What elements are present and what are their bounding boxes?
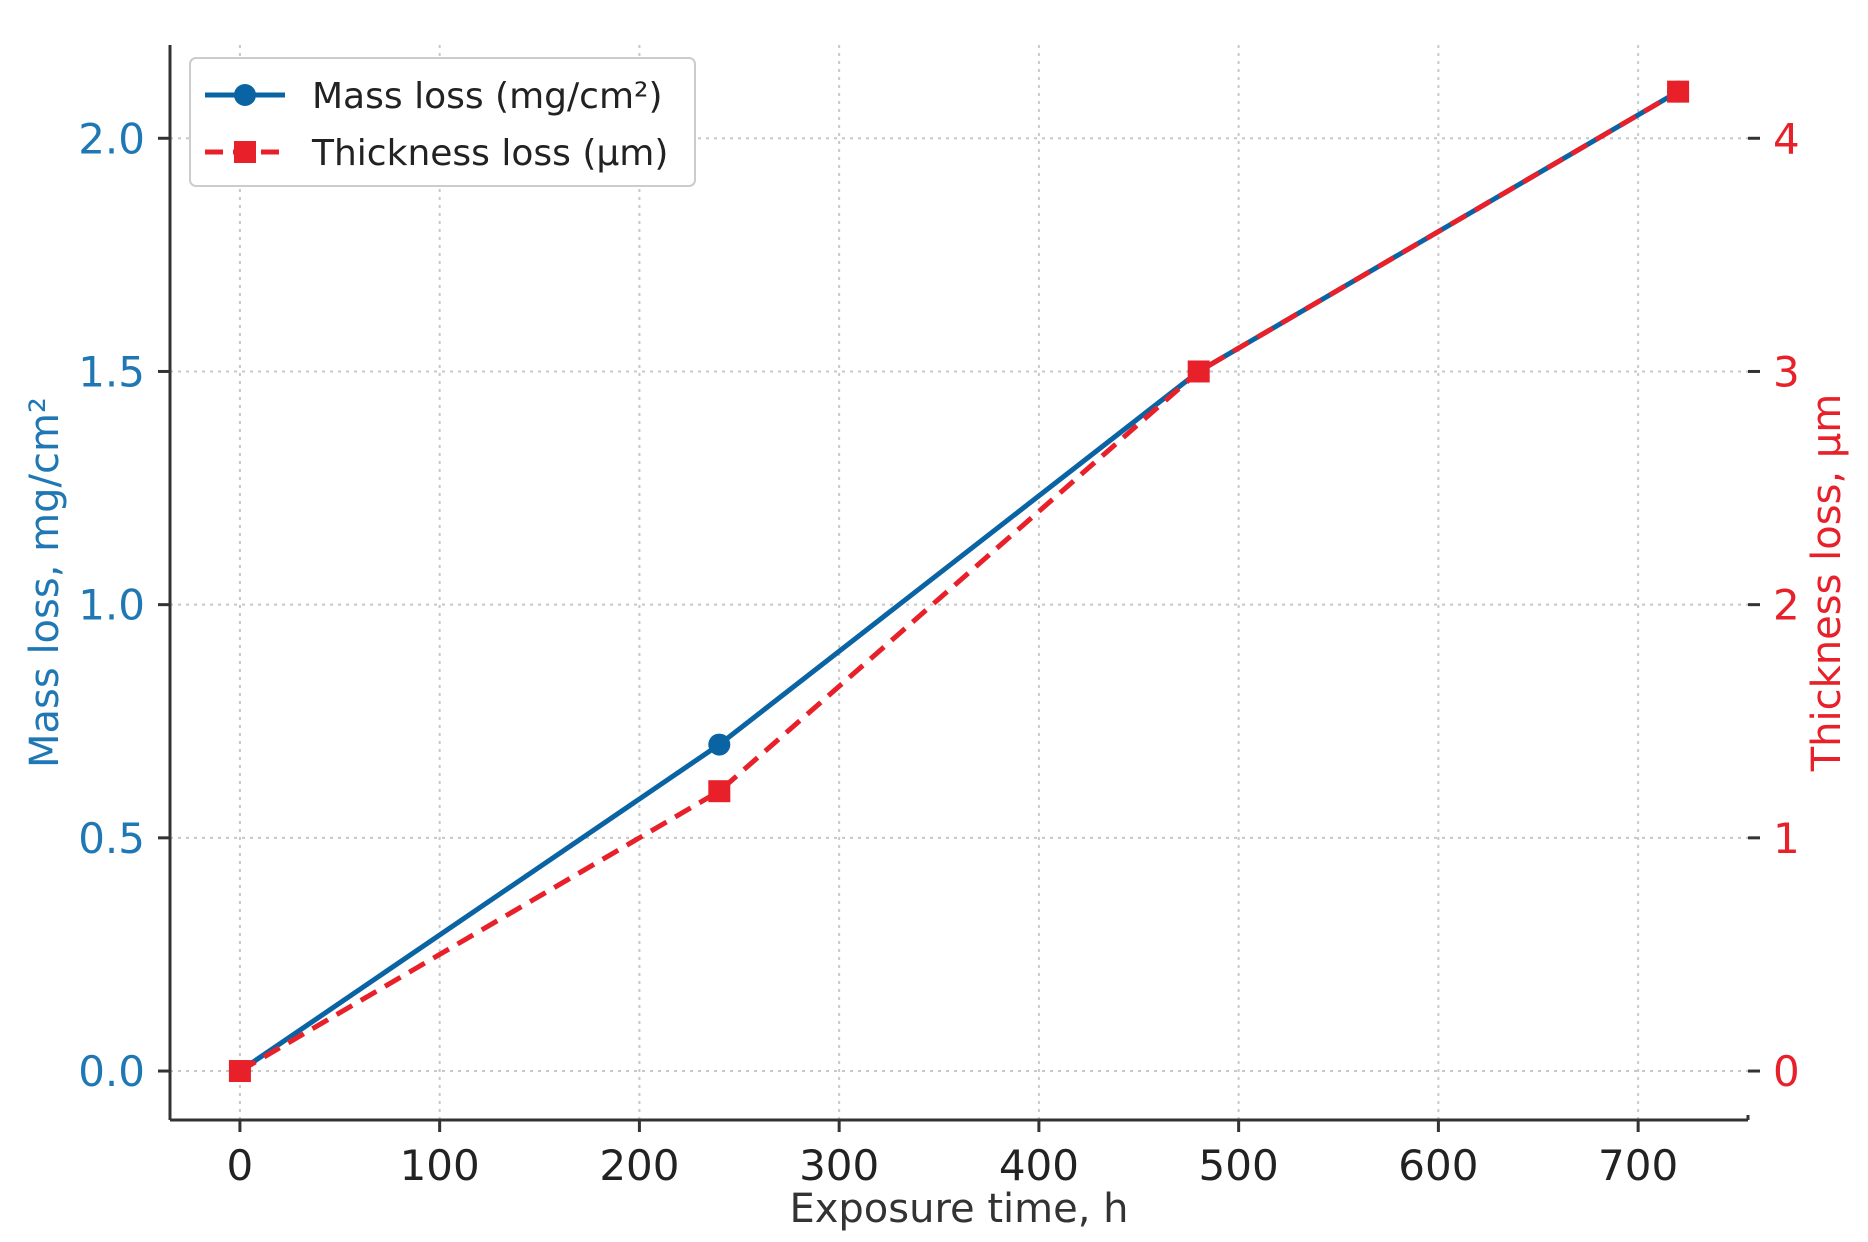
right-y-tick-label: 1 <box>1773 814 1800 863</box>
right-y-tick-label: 4 <box>1773 114 1800 163</box>
data-point-thickness-loss <box>1187 360 1210 383</box>
x-tick-label: 100 <box>400 1141 480 1190</box>
right-y-tick-label: 3 <box>1773 347 1800 396</box>
right-y-axis-title: Thickness loss, μm <box>1804 394 1850 773</box>
x-tick-label: 0 <box>227 1141 254 1190</box>
left-y-tick-label: 1.5 <box>78 347 145 396</box>
right-y-tick-label: 0 <box>1773 1047 1800 1096</box>
legend-label-thickness: Thickness loss (μm) <box>311 133 668 174</box>
data-point-thickness-loss <box>228 1060 251 1083</box>
axis-titles: Exposure time, h Mass loss, mg/cm² Thick… <box>22 394 1850 1232</box>
grid-lines <box>170 45 1748 1120</box>
tick-labels: 0 100 200 300 400 500 600 700 0.0 0.5 1.0 1.5 2.0 0 1 2… <box>78 114 1800 1190</box>
legend-box <box>189 57 696 187</box>
x-tick-label: 600 <box>1398 1141 1478 1190</box>
data-point-thickness-loss <box>1667 80 1690 103</box>
legend-label-mass: Mass loss (mg/cm²) <box>312 76 663 117</box>
legend-swatch-marker-thickness <box>234 141 256 163</box>
data-point-mass-loss <box>708 733 731 756</box>
right-y-tick-label: 2 <box>1773 581 1800 630</box>
x-tick-label: 200 <box>599 1141 679 1190</box>
x-axis-title: Exposure time, h <box>789 1186 1128 1232</box>
axes <box>158 45 1760 1132</box>
left-y-tick-label: 0.5 <box>78 814 145 863</box>
data-point-thickness-loss <box>708 780 731 803</box>
left-y-tick-label: 2.0 <box>78 114 145 163</box>
x-tick-label: 700 <box>1598 1141 1678 1190</box>
x-tick-label: 300 <box>799 1141 879 1190</box>
left-y-axis-title: Mass loss, mg/cm² <box>22 397 68 768</box>
left-y-tick-label: 1.0 <box>78 581 145 630</box>
legend-swatch-marker-mass <box>234 84 256 106</box>
legend: Mass loss (mg/cm²) Thickness loss (μm) <box>189 57 696 187</box>
series-layer <box>228 80 1690 1083</box>
left-y-tick-label: 0.0 <box>78 1047 145 1096</box>
x-tick-label: 500 <box>1199 1141 1279 1190</box>
x-tick-label: 400 <box>999 1141 1079 1190</box>
series-line-thickness-loss <box>238 89 1680 1074</box>
